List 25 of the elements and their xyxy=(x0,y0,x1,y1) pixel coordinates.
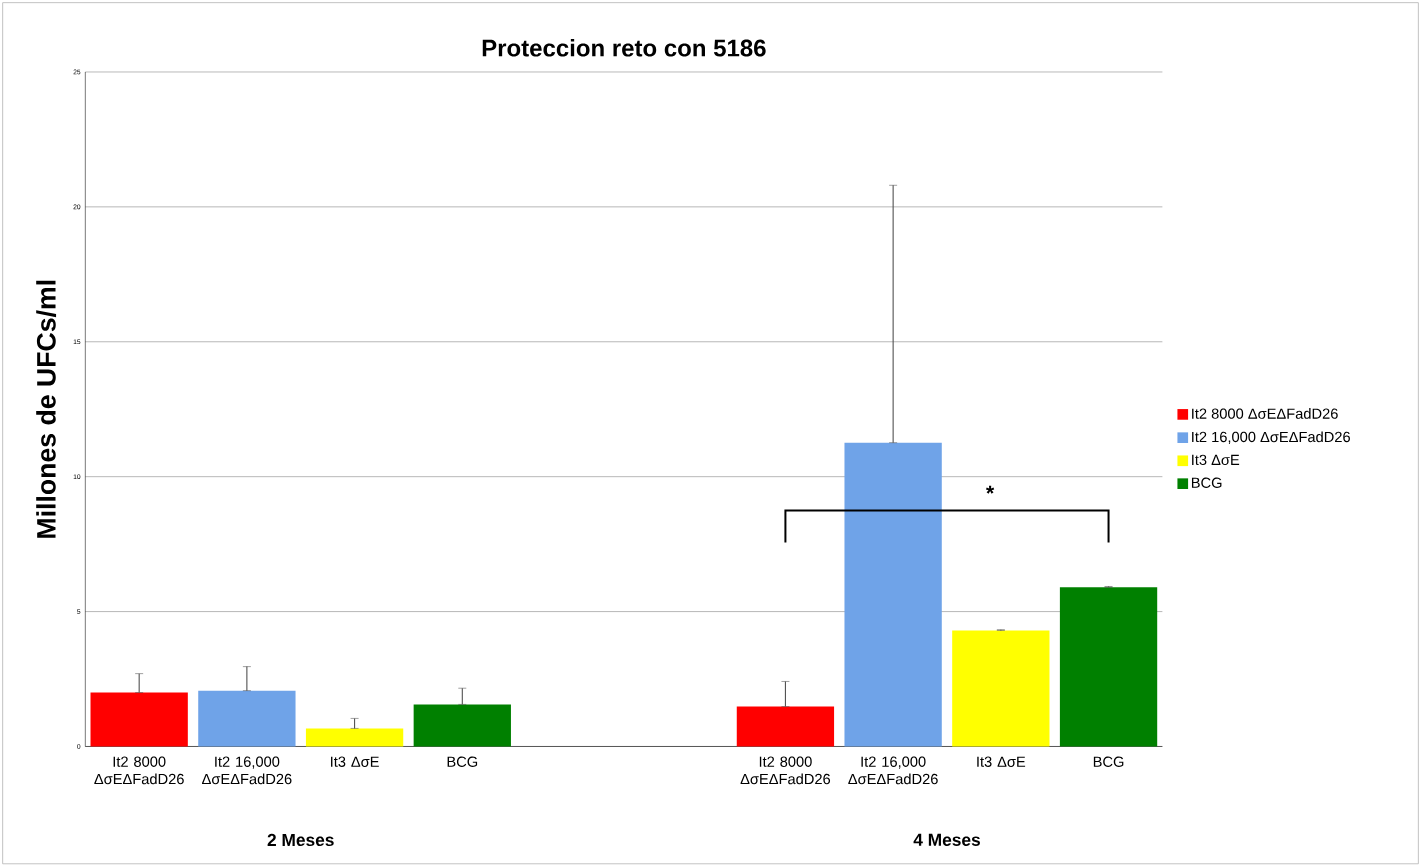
bar xyxy=(952,630,1050,747)
legend-label: It2 16,000 ΔσEΔFadD26 xyxy=(1192,431,1350,444)
text: 2 Meses xyxy=(267,833,334,846)
x-tick-label: BCG xyxy=(447,756,478,767)
chart-title: Proteccion reto con 5186 xyxy=(482,38,766,57)
x-tick-label: It2 16,000 ΔσEΔFadD26 xyxy=(202,756,292,785)
bar xyxy=(736,706,835,747)
x-tick-label: It2 16,000 ΔσEΔFadD26 xyxy=(848,756,938,785)
x-tick-label: It3 ΔσE xyxy=(977,756,1026,767)
annotation: * xyxy=(985,485,995,494)
bar xyxy=(198,690,296,747)
x-tick-label: It2 8000 ΔσEΔFadD26 xyxy=(94,756,184,785)
bar xyxy=(90,692,188,747)
legend-label: BCG xyxy=(1191,477,1222,488)
x-tick-label: BCG xyxy=(1093,756,1124,767)
bar xyxy=(413,704,511,747)
bar xyxy=(844,442,942,747)
x-tick-label: It3 ΔσE xyxy=(331,756,379,767)
text: 4 Meses xyxy=(913,833,980,846)
legend-label: It2 8000 ΔσEΔFadD26 xyxy=(1192,407,1338,419)
legend-label: It3 ΔσE xyxy=(1192,454,1240,465)
y-axis-title: Millones de UFCs/ml xyxy=(36,280,57,538)
bar xyxy=(1059,587,1158,747)
bar xyxy=(305,728,404,747)
x-tick-label: It2 8000 ΔσEΔFadD26 xyxy=(740,756,831,785)
